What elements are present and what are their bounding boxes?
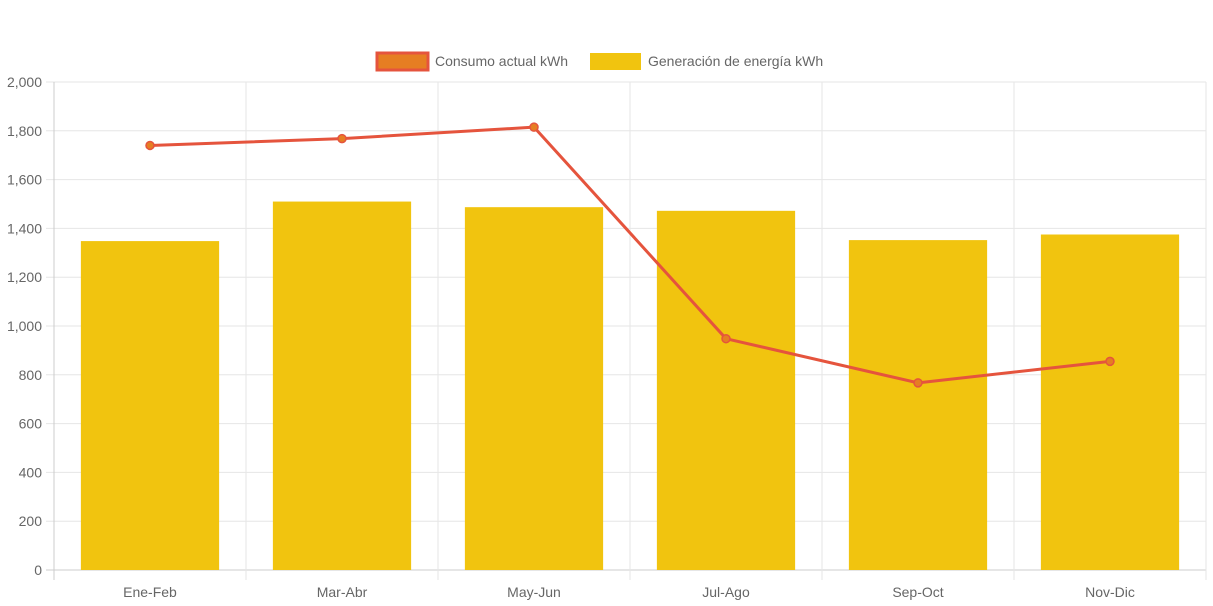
y-tick-label: 600 — [19, 416, 43, 432]
legend: Consumo actual kWh Generación de energía… — [375, 51, 823, 72]
y-tick-label: 400 — [19, 464, 43, 480]
x-tick-label: Sep-Oct — [892, 584, 943, 600]
legend-item-consumo[interactable]: Consumo actual kWh — [375, 51, 568, 72]
x-tick-label: Nov-Dic — [1085, 584, 1135, 600]
series-line — [149, 125, 1111, 385]
bar[interactable] — [1040, 234, 1180, 571]
legend-swatch-generacion — [590, 53, 641, 70]
x-tick-label: Ene-Feb — [123, 584, 177, 600]
y-tick-label: 0 — [34, 562, 42, 578]
y-tick-label: 1,200 — [7, 269, 42, 285]
line-point[interactable] — [913, 378, 923, 388]
legend-label-consumo: Consumo actual kWh — [435, 53, 568, 69]
bar[interactable] — [656, 210, 796, 570]
legend-swatch-consumo — [375, 51, 430, 72]
line-point[interactable] — [145, 140, 155, 151]
bars-generacion — [80, 201, 1180, 571]
line-point[interactable] — [529, 122, 539, 132]
bar[interactable] — [848, 240, 988, 570]
line-point[interactable] — [721, 333, 731, 344]
line-point[interactable] — [337, 133, 347, 144]
legend-item-generacion[interactable]: Generación de energía kWh — [590, 53, 823, 70]
x-tick-label: Jul-Ago — [702, 584, 750, 600]
bar[interactable] — [80, 241, 220, 570]
x-axis-ticks: Ene-Feb Mar-Abr May-Jun Jul-Ago Sep-Oct Nov-D… — [123, 584, 1135, 600]
bar[interactable] — [272, 201, 412, 570]
line-consumo — [145, 122, 1115, 388]
y-tick-label: 2,000 — [7, 74, 42, 90]
bar[interactable] — [464, 207, 604, 570]
y-tick-label: 200 — [19, 513, 43, 529]
y-tick-label: 1,800 — [7, 123, 42, 139]
y-tick-label: 1,000 — [7, 318, 42, 334]
y-tick-label: 1,600 — [7, 172, 42, 188]
legend-label-generacion: Generación de energía kWh — [648, 53, 823, 69]
y-axis-ticks: 0 200 400 600 800 1,000 1,200 1,400 1,600 1,800 2,… — [7, 74, 42, 578]
y-tick-label: 1,400 — [7, 220, 42, 236]
line-point[interactable] — [1105, 356, 1115, 367]
y-tick-label: 800 — [19, 367, 43, 383]
x-tick-label: Mar-Abr — [317, 584, 368, 600]
x-tick-label: May-Jun — [507, 584, 561, 600]
grid-lines — [46, 81, 1207, 580]
